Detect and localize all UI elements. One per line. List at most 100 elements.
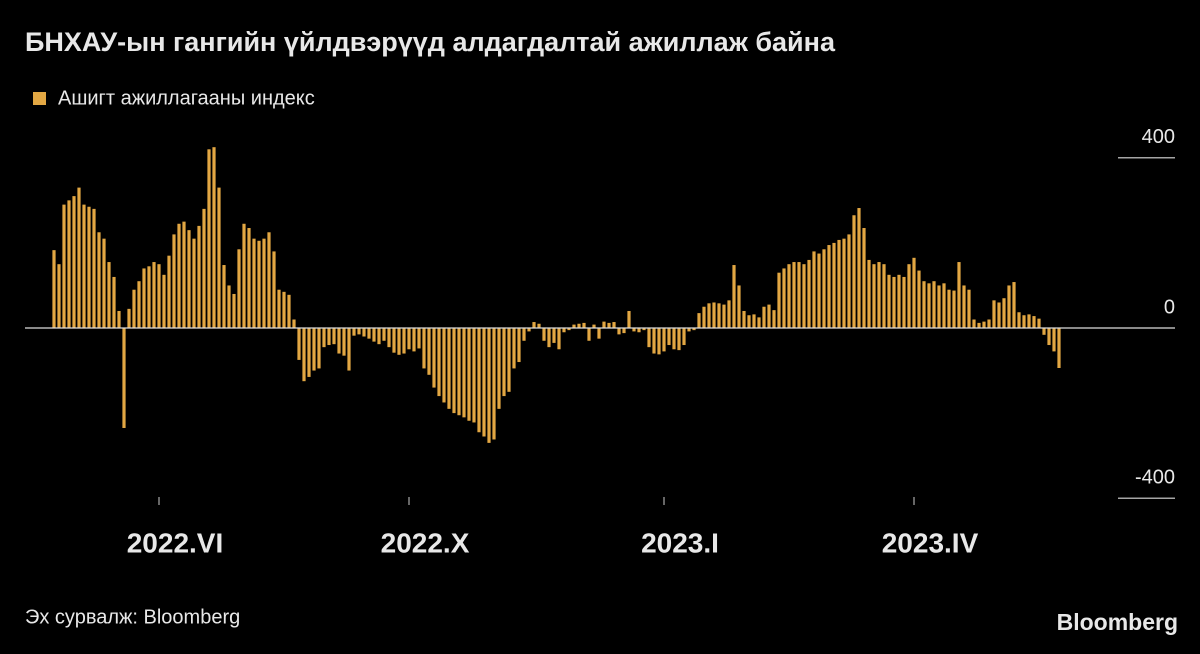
bar [392, 328, 396, 353]
bar [252, 238, 256, 329]
bar [622, 328, 626, 334]
bar [322, 328, 326, 348]
bar [197, 225, 201, 329]
bar [277, 289, 281, 329]
bar [527, 328, 531, 332]
bar [892, 276, 896, 329]
bar [917, 270, 921, 329]
bar [222, 265, 226, 329]
bar [652, 328, 656, 354]
bar [902, 276, 906, 329]
bar [1022, 315, 1026, 329]
bar [262, 238, 266, 329]
bar [402, 328, 406, 354]
bar [897, 274, 901, 329]
bar [692, 328, 696, 331]
bar [612, 322, 616, 329]
bar [207, 149, 211, 329]
bar [787, 264, 791, 329]
bar [602, 321, 606, 329]
bar [632, 328, 636, 332]
bar [492, 328, 496, 440]
bar [212, 147, 216, 329]
bar [452, 328, 456, 414]
bar [867, 259, 871, 329]
bar [92, 208, 96, 329]
bar [1002, 298, 1006, 329]
bar [437, 328, 441, 397]
bar [937, 285, 941, 329]
bar [562, 328, 566, 333]
bar [372, 328, 376, 342]
bar [662, 328, 666, 352]
bar [497, 328, 501, 409]
bar [667, 328, 671, 346]
bar [112, 276, 116, 329]
bar [462, 328, 466, 418]
bar [852, 215, 856, 329]
bar [307, 328, 311, 377]
bar [717, 303, 721, 329]
bar [267, 232, 271, 329]
y-tick-label: 400 [1142, 126, 1175, 148]
bar [592, 324, 596, 329]
bar [992, 300, 996, 329]
bar [517, 328, 521, 363]
bar [57, 264, 61, 329]
bar [287, 294, 291, 329]
bar [582, 322, 586, 329]
bar [957, 262, 961, 329]
bar [1057, 328, 1061, 368]
x-tick-label: 2022.VI [127, 527, 224, 558]
bar [457, 328, 461, 416]
bar [802, 264, 806, 329]
bar [137, 281, 141, 329]
bar [967, 289, 971, 329]
bar [342, 328, 346, 356]
bar [617, 328, 621, 335]
bar [687, 328, 691, 332]
bar [522, 328, 526, 341]
bar [627, 310, 631, 329]
bar [257, 240, 261, 329]
bar [987, 319, 991, 329]
bar [227, 285, 231, 329]
bar [747, 315, 751, 329]
bar [757, 317, 761, 329]
bar [357, 328, 361, 335]
bar [657, 328, 661, 355]
bar [477, 328, 481, 433]
bar [352, 328, 356, 336]
bar [507, 328, 511, 392]
bar [777, 272, 781, 329]
bar [302, 328, 306, 382]
bar [752, 314, 756, 329]
bar [192, 238, 196, 329]
chart-title: БНХАУ-ын гангийн үйлдвэрүүд алдагдалтай … [25, 27, 836, 57]
bar [732, 265, 736, 329]
bar [202, 208, 206, 329]
bar [547, 328, 551, 348]
bar [1032, 316, 1036, 329]
bar [122, 328, 126, 428]
bar [447, 328, 451, 409]
bar [152, 262, 156, 329]
x-tick-label: 2023.IV [882, 527, 979, 558]
bar [817, 253, 821, 329]
bar [822, 249, 826, 329]
bar [387, 328, 391, 348]
bar [182, 221, 186, 329]
bar [317, 328, 321, 369]
logo: Bloomberg [1057, 609, 1178, 635]
bar [217, 187, 221, 329]
bar [102, 238, 106, 329]
bar [792, 262, 796, 329]
bar [337, 328, 341, 354]
bar [797, 262, 801, 329]
bar [1007, 285, 1011, 329]
bar [312, 328, 316, 371]
bar [972, 319, 976, 329]
bar [1042, 328, 1046, 335]
legend-label: Ашигт ажиллагааны индекс [58, 87, 315, 109]
